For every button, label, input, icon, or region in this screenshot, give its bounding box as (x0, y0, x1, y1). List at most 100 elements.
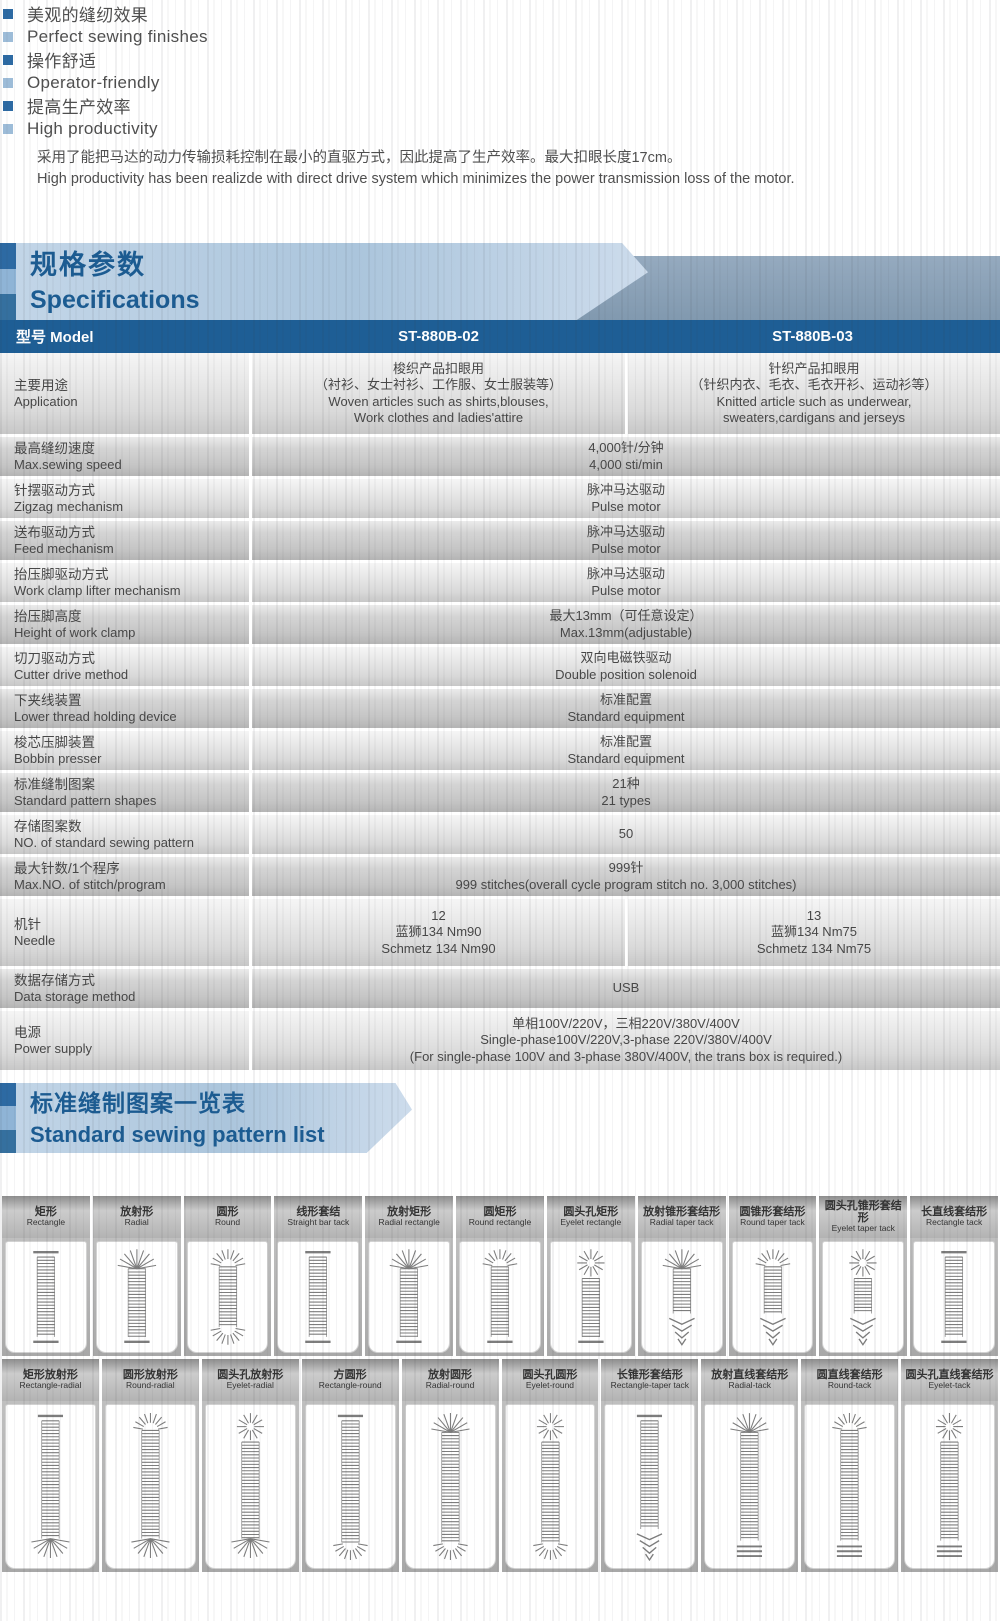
bullet-square-icon (3, 100, 13, 111)
spec-row-label: 梭芯压脚装置 Bobbin presser (0, 731, 252, 770)
pattern-thumbnail (201, 1401, 299, 1572)
pattern-cell: 圆形放射形 Round-radial (101, 1359, 199, 1572)
pattern-cell: 放射锥形套结形 Radial taper tack (637, 1196, 726, 1356)
bullet-square-icon (3, 8, 13, 19)
pattern-label: 长直线套结形 Rectangle tack (910, 1196, 998, 1238)
spec-row-value: 标准配置 Standard equipment (567, 734, 685, 766)
pattern-label: 圆锥形套结形 Round taper tack (728, 1196, 817, 1238)
pattern-grid-row-1: 矩形 Rectangle 放射形 Radial 圆形 Round 线形套结 Straight … (2, 1196, 998, 1356)
pattern-label: 圆头孔锥形套结形 Eyelet taper tack (819, 1196, 908, 1238)
stitch-pattern-icon (662, 1249, 701, 1346)
pattern-label: 放射形 Radial (92, 1196, 181, 1238)
feature-item: 美观的缝纫效果 (3, 2, 208, 25)
stitch-pattern-icon (482, 1249, 518, 1343)
spec-row-label: 送布驱动方式 Feed mechanism (0, 521, 252, 560)
column-header-model: 型号 Model (16, 329, 94, 346)
pattern-label: 矩形 Rectangle (2, 1196, 90, 1238)
pattern-label: 圆矩形 Round rectangle (456, 1196, 544, 1238)
pattern-label: 圆头孔矩形 Eyelet rectangle (546, 1196, 635, 1238)
pattern-label: 长锥形套结形 Rectangle-taper tack (601, 1359, 699, 1401)
pattern-cell: 圆头孔圆形 Eyelet-round (501, 1359, 599, 1572)
feature-item: 操作舒适 (3, 48, 208, 71)
spec-row-value: 12 蓝狮134 Nm90 Schmetz 134 Nm90 (381, 907, 496, 956)
pattern-thumbnail (401, 1401, 499, 1572)
bullet-square-icon (3, 54, 13, 65)
feature-text-en: Perfect sewing finishes (27, 26, 208, 46)
spec-row-value: 最大13mm（可任意设定） Max.13mm(adjustable) (549, 608, 703, 640)
spec-row: 标准缝制图案 Standard pattern shapes 21种 21 types (0, 773, 1000, 815)
stitch-pattern-icon (730, 1413, 769, 1558)
column-header-model-1: ST-880B-02 (398, 328, 479, 345)
intro-text-zh: 采用了能把马达的动力传输损耗控制在最小的直驱方式，因此提高了生产效率。最大扣眼长… (37, 150, 682, 166)
pattern-cell: 矩形 Rectangle (2, 1196, 90, 1356)
spec-row-value: 梭织产品扣眼用 （衬衫、女士衬衫、工作服、女士服装等） Woven articles… (314, 360, 562, 426)
pattern-cell: 放射矩形 Radial rectangle (365, 1196, 454, 1356)
spec-row-label: 电源 Power supply (0, 1011, 252, 1070)
spec-table-body: 主要用途 Application 梭织产品扣眼用 （衬衫、女士衬衫、工作服、女士服装等… (0, 353, 1000, 1073)
pattern-cell: 矩形放射形 Rectangle-radial (2, 1359, 99, 1572)
spec-row-value: 50 (618, 826, 634, 842)
section-title-zh: 规格参数 (30, 250, 146, 280)
intro-text-en: High productivity has been realizde with… (37, 171, 795, 187)
feature-list: 美观的缝纫效果 Perfect sewing finishes 操作舒适 Ope… (3, 2, 208, 140)
intro-paragraph: 采用了能把马达的动力传输损耗控制在最小的直驱方式，因此提高了生产效率。最大扣眼长… (37, 148, 967, 190)
pattern-label: 圆形 Round (183, 1196, 272, 1238)
pattern-label: 圆头孔放射形 Eyelet-radial (201, 1359, 299, 1401)
pattern-cell: 放射形 Radial (92, 1196, 181, 1356)
spec-row: 存储图案数 NO. of standard sewing pattern 50 (0, 815, 1000, 857)
spec-row: 针摆驱动方式 Zigzag mechanism 脉冲马达驱动 Pulse motor (0, 479, 1000, 521)
pattern-label: 方圆形 Rectangle-round (301, 1359, 399, 1401)
feature-item: 提高生产效率 (3, 94, 208, 117)
feature-item: Operator-friendly (3, 71, 208, 94)
spec-row: 数据存储方式 Data storage method USB (0, 969, 1000, 1011)
stitch-pattern-icon (941, 1251, 967, 1343)
pattern-label: 放射矩形 Radial rectangle (365, 1196, 454, 1238)
spec-row-label: 主要用途 Application (0, 353, 252, 434)
pattern-thumbnail (101, 1401, 199, 1572)
banner-bullet-strip (0, 243, 16, 320)
pattern-label: 圆头孔圆形 Eyelet-round (501, 1359, 599, 1401)
spec-row: 抬压脚驱动方式 Work clamp lifter mechanism 脉冲马达驱动… (0, 563, 1000, 605)
stitch-pattern-icon (31, 1414, 70, 1558)
feature-text-en: Operator-friendly (27, 72, 160, 92)
bullet-square-icon (3, 31, 13, 42)
stitch-pattern-icon (131, 1413, 170, 1559)
feature-text-en: High productivity (27, 118, 158, 138)
pattern-label: 放射直线套结形 Radial-tack (701, 1359, 799, 1401)
feature-item: Perfect sewing finishes (3, 25, 208, 48)
pattern-cell: 放射圆形 Radial-round (401, 1359, 499, 1572)
spec-row-value: 脉冲马达驱动 Pulse motor (586, 482, 665, 514)
spec-row: 下夹线装置 Lower thread holding device 标准配置 Stan… (0, 689, 1000, 731)
pattern-thumbnail (92, 1238, 181, 1356)
pattern-thumbnail (901, 1401, 998, 1572)
stitch-pattern-icon (936, 1413, 964, 1558)
pattern-label: 圆形放射形 Round-radial (101, 1359, 199, 1401)
stitch-pattern-icon (210, 1249, 245, 1345)
spec-row-value: USB (612, 980, 640, 996)
spec-row: 抬压脚高度 Height of work clamp 最大13mm（可任意设定） Ma… (0, 605, 1000, 647)
stitch-pattern-icon (532, 1413, 568, 1560)
pattern-thumbnail (2, 1401, 99, 1572)
spec-row: 机针 Needle 12 蓝狮134 Nm90 Schmetz 134 Nm90 13 蓝狮… (0, 899, 1000, 969)
spec-row: 主要用途 Application 梭织产品扣眼用 （衬衫、女士衬衫、工作服、女士服装等… (0, 353, 1000, 437)
pattern-thumbnail (183, 1238, 272, 1356)
pattern-thumbnail (910, 1238, 998, 1356)
pattern-grid-row-2: 矩形放射形 Rectangle-radial 圆形放射形 Round-radial 圆头… (2, 1359, 998, 1572)
pattern-cell: 圆头孔直线套结形 Eyelet-tack (901, 1359, 998, 1572)
spec-row-value: 针织产品扣眼用 （针织内衣、毛衣、毛衣开衫、运动衫等） Knitted articl… (625, 353, 1000, 434)
spec-row-label: 最高缝纫速度 Max.sewing speed (0, 437, 252, 476)
section-title-zh: 标准缝制图案一览表 (30, 1090, 246, 1116)
pattern-thumbnail (501, 1401, 599, 1572)
bullet-square-icon (3, 123, 13, 134)
feature-text-zh: 提高生产效率 (27, 98, 131, 117)
feature-item: High productivity (3, 117, 208, 140)
feature-text-zh: 操作舒适 (27, 52, 97, 71)
stitch-pattern-icon (305, 1251, 332, 1343)
stitch-pattern-icon (577, 1249, 605, 1343)
spec-row: 电源 Power supply 单相100V/220V，三相220V/380V/40… (0, 1011, 1000, 1073)
pattern-cell: 放射直线套结形 Radial-tack (701, 1359, 799, 1572)
spec-row-value: 999针 999 stitches(overall cycle program s… (455, 860, 797, 892)
spec-row-label: 下夹线装置 Lower thread holding device (0, 689, 252, 728)
pattern-thumbnail (274, 1238, 363, 1356)
pattern-thumbnail (546, 1238, 635, 1356)
